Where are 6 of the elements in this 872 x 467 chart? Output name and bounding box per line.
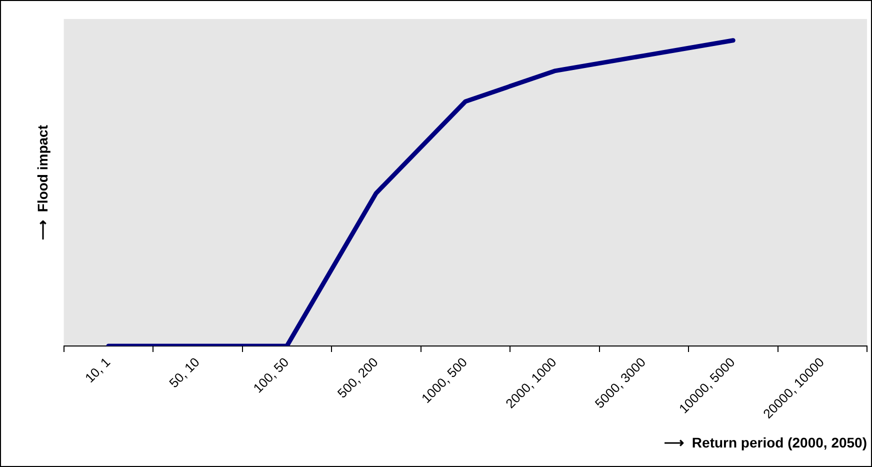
x-tick-label: 10, 1 [82,354,114,386]
x-tick-label: 50, 10 [166,354,202,391]
x-tick-label: 100, 50 [250,354,292,396]
x-tick-label: 500, 200 [334,354,381,401]
x-axis-title: ⟶ Return period (2000, 2050) [664,434,867,450]
y-axis-title: ⟶ Flood impact [34,124,50,240]
